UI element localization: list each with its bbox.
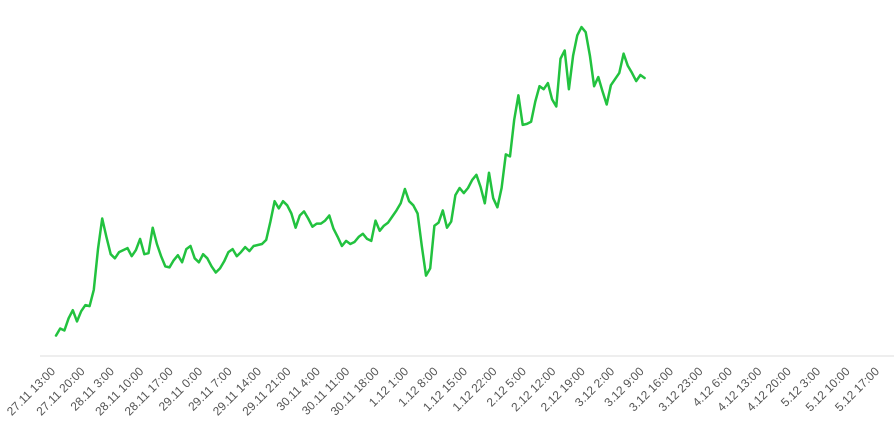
series-line [54, 25, 646, 337]
